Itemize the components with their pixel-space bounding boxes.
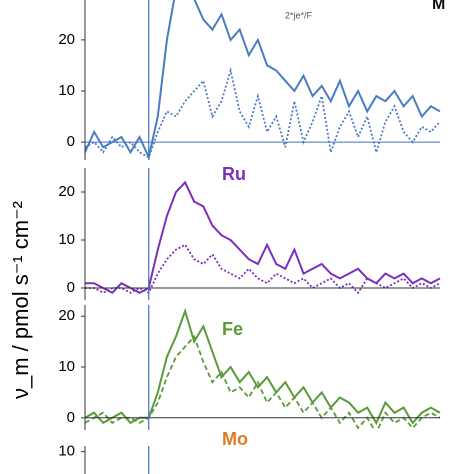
y-axis-label: ν_m / pmol s⁻¹ cm⁻² <box>8 201 33 399</box>
panel-label: Mo <box>222 429 248 449</box>
annotation: 2*je*/F <box>285 10 313 20</box>
series-line <box>85 180 441 295</box>
panel <box>85 307 441 430</box>
y-tick-label: 20 <box>58 31 75 48</box>
y-tick-label: 20 <box>58 307 75 324</box>
panel-label: Ru <box>222 164 246 184</box>
y-tick-label: 0 <box>67 133 75 150</box>
y-tick-label: 0 <box>67 279 75 296</box>
panel-label: Fe <box>222 319 243 339</box>
panel <box>85 180 441 295</box>
series-line <box>85 66 441 159</box>
y-tick-label: 0 <box>67 409 75 426</box>
series-line <box>85 334 441 430</box>
y-tick-label: 10 <box>58 82 75 99</box>
y-tick-label: 10 <box>58 231 75 248</box>
y-tick-label: 10 <box>58 443 75 460</box>
panel <box>85 0 441 160</box>
y-tick-label: 20 <box>58 183 75 200</box>
annotation: M <box>432 0 445 13</box>
series-line <box>85 0 441 160</box>
y-tick-label: 10 <box>58 358 75 375</box>
series-line <box>85 307 441 426</box>
series-line <box>85 243 441 295</box>
